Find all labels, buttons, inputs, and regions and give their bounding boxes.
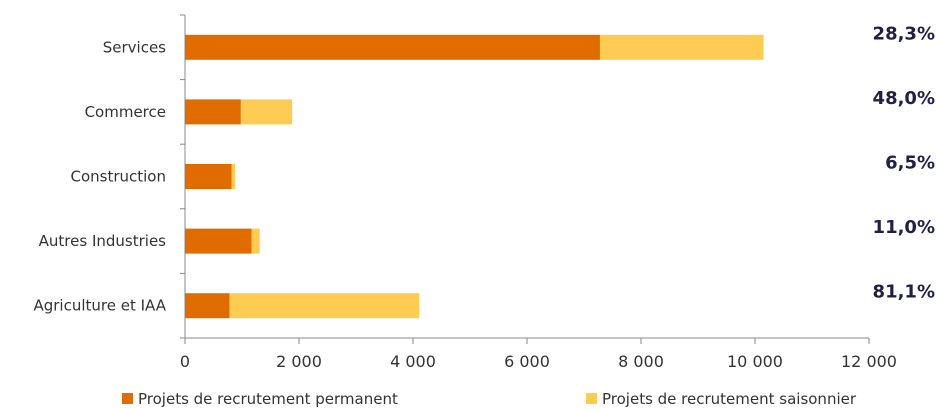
bar-saisonnier-0 [599,34,764,60]
share-label: 11,0% [873,217,935,238]
category-label: Agriculture et IAA [33,297,166,315]
category-label: Commerce [85,103,166,121]
category-label: Autres Industries [39,232,167,250]
category-label: Services [103,38,166,56]
x-tick-label: 10 000 [727,352,783,371]
bar-permanent-2 [185,164,232,189]
x-tick-label: 6 000 [504,352,550,371]
legend-swatch-permanent [122,393,133,404]
legend-swatch-saisonnier [586,393,597,404]
bar-saisonnier-4 [229,293,420,319]
share-labels: 28,3% 48,0% 6,5% 11,0% 81,1% [873,23,935,302]
bar-permanent-3 [185,228,252,254]
share-label: 48,0% [873,88,935,109]
category-labels: Services Commerce Construction Autres Indus… [33,38,166,314]
bar-saisonnier-3 [251,228,260,254]
bars [185,34,764,319]
share-label: 28,3% [873,23,935,44]
legend-label-permanent: Projets de recrutement permanent [138,390,398,408]
share-label: 81,1% [873,282,935,303]
bar-permanent-4 [185,293,230,319]
x-tick-label: 4 000 [390,352,436,371]
legend-label-saisonnier: Projets de recrutement saisonnier [602,390,857,408]
x-tick-label: 12 000 [841,352,897,371]
share-label: 6,5% [885,153,935,174]
bar-permanent-0 [185,34,600,60]
bar-saisonnier-2 [231,164,236,189]
x-tick-label: 0 [180,352,190,371]
x-tick-labels: 0 2 000 4 000 6 000 8 000 10 000 12 000 [180,352,897,371]
x-tick-label: 8 000 [618,352,664,371]
bar-permanent-1 [185,99,241,125]
legend: Projets de recrutement permanent Projets… [122,390,857,408]
x-tick-label: 2 000 [276,352,322,371]
category-label: Construction [70,168,166,186]
bar-saisonnier-1 [240,99,293,125]
